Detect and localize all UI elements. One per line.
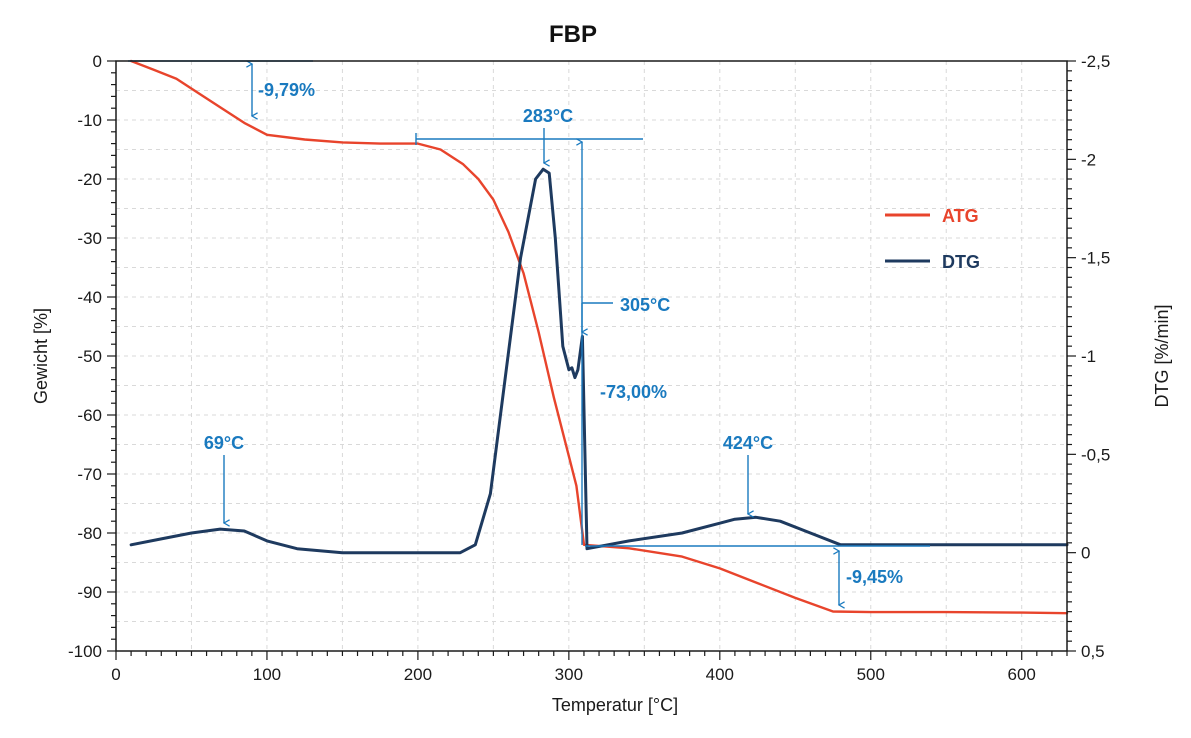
- y2-tick-label: -1,5: [1081, 249, 1110, 268]
- y2-tick-label: -2: [1081, 150, 1096, 169]
- annotation-mass-loss-3: -9,45%: [846, 567, 903, 587]
- x-tick-label: 100: [253, 665, 281, 684]
- y-tick-label: 0: [93, 52, 102, 71]
- y-tick-label: -40: [77, 288, 102, 307]
- grid: [116, 61, 1067, 651]
- y2-tick-label: -0,5: [1081, 445, 1110, 464]
- x-tick-label: 400: [706, 665, 734, 684]
- y2-tick-label: -1: [1081, 347, 1096, 366]
- annotation-peak-424: 424°C: [723, 433, 773, 453]
- y2-tick-label: 0,5: [1081, 642, 1105, 661]
- x-tick-label: 200: [404, 665, 432, 684]
- y2-tick-label: 0: [1081, 544, 1090, 563]
- annotation-mass-loss-2: -73,00%: [600, 382, 667, 402]
- legend-label-dtg: DTG: [942, 252, 980, 272]
- x-tick-label: 500: [857, 665, 885, 684]
- plot-area: [129, 59, 1069, 615]
- annotations: -9,79% 283°C 305°C -73,00% 69°C 424°C -9…: [128, 61, 930, 605]
- y-tick-label: -10: [77, 111, 102, 130]
- y-axis-title: Gewicht [%]: [31, 308, 51, 404]
- legend: ATG DTG: [885, 206, 980, 272]
- y2-axis-title: DTG [%/min]: [1152, 304, 1172, 407]
- y-tick-label: -50: [77, 347, 102, 366]
- series-line-atg: [129, 59, 1069, 615]
- annotation-peak-283: 283°C: [523, 106, 573, 126]
- y-tick-label: -20: [77, 170, 102, 189]
- x-axis-title: Temperatur [°C]: [552, 695, 678, 715]
- annotation-peak-69: 69°C: [204, 433, 244, 453]
- y-tick-label: -70: [77, 465, 102, 484]
- annotation-mass-loss-1: -9,79%: [258, 80, 315, 100]
- x-tick-label: 0: [111, 665, 120, 684]
- y-tick-label: -30: [77, 229, 102, 248]
- y-tick-label: -80: [77, 524, 102, 543]
- series-line-dtg: [129, 167, 1069, 555]
- chart-title: FBP: [549, 21, 597, 48]
- x-tick-label: 600: [1008, 665, 1036, 684]
- y-tick-label: -100: [68, 642, 102, 661]
- y2-tick-label: -2,5: [1081, 52, 1110, 71]
- axes: 0 100 200 300 400 500 6000-10-20-30-40-50-60-7…: [68, 52, 1110, 684]
- y-tick-label: -60: [77, 406, 102, 425]
- annotation-peak-305: 305°C: [620, 295, 670, 315]
- legend-label-atg: ATG: [942, 206, 979, 226]
- x-tick-label: 300: [555, 665, 583, 684]
- y-tick-label: -90: [77, 583, 102, 602]
